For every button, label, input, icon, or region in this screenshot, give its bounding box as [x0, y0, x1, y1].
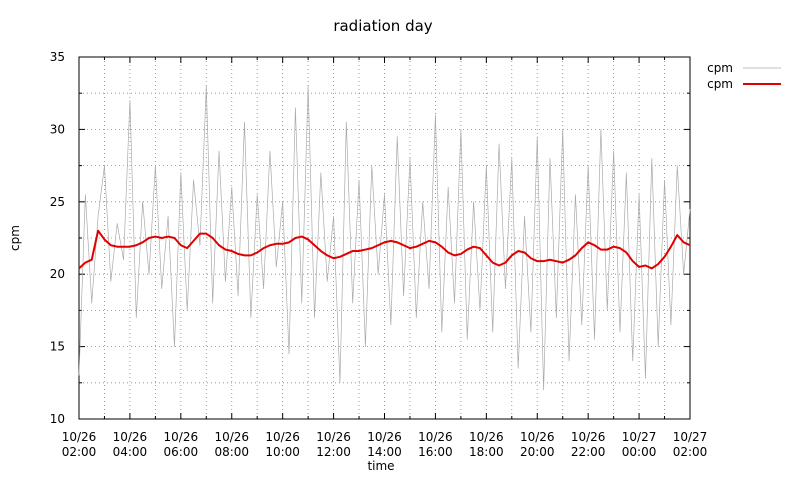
x-tick-label: 10/26 20:00 — [520, 430, 555, 459]
x-tick-label: 10/27 00:00 — [622, 430, 657, 459]
y-tick-label: 15 — [50, 340, 65, 354]
x-tick-label: 10/27 02:00 — [673, 430, 708, 459]
x-tick-label: 10/26 22:00 — [571, 430, 606, 459]
y-tick-label: 35 — [50, 50, 65, 64]
data-line — [78, 229, 691, 270]
x-tick-label: 10/26 08:00 — [214, 430, 249, 459]
x-tick-label: 10/26 16:00 — [418, 430, 453, 459]
x-tick-label: 10/26 06:00 — [164, 430, 199, 459]
y-tick-label: 30 — [50, 122, 65, 136]
x-tick-label: 10/26 04:00 — [113, 430, 148, 459]
y-axis-label: cpm — [8, 225, 22, 251]
chart-title: radiation day — [333, 17, 432, 35]
y-tick-label: 20 — [50, 267, 65, 281]
x-axis-label: time — [367, 459, 394, 473]
y-tick-label: 10 — [50, 412, 65, 426]
x-tick-label: 10/26 12:00 — [316, 430, 351, 459]
x-tick-label: 10/26 14:00 — [367, 430, 402, 459]
y-tick-label: 25 — [50, 195, 65, 209]
x-tick-label: 10/26 02:00 — [62, 430, 97, 459]
data-line — [78, 85, 691, 391]
legend-label: cpm — [707, 77, 733, 91]
x-tick-label: 10/26 18:00 — [469, 430, 504, 459]
x-tick-label: 10/26 10:00 — [265, 430, 300, 459]
legend-label: cpm — [707, 61, 733, 75]
